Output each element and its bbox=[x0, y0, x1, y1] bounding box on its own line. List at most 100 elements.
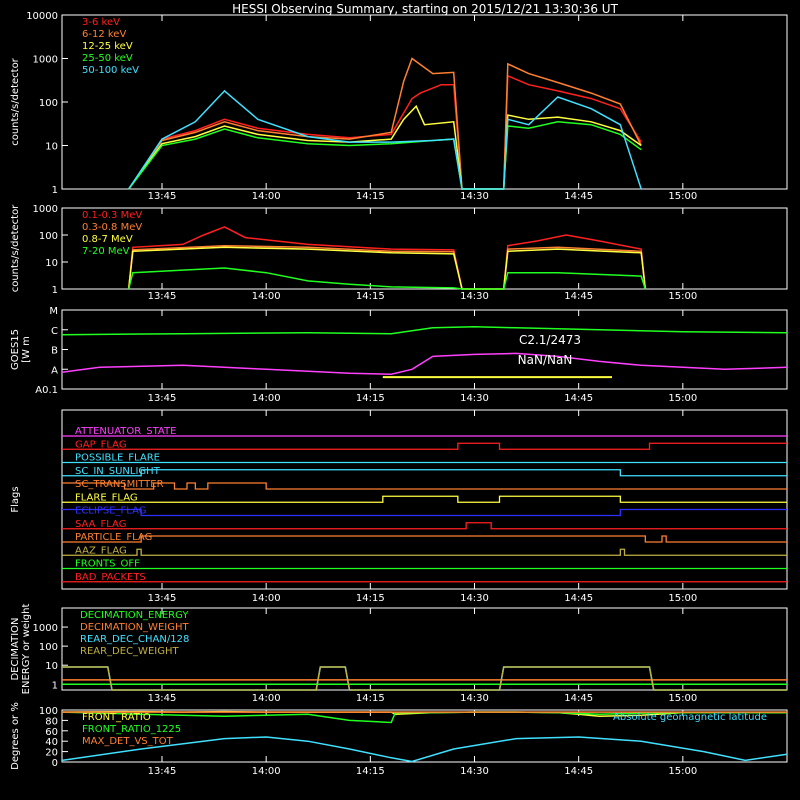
x-tick-label-p1-2: 14:15 bbox=[356, 191, 385, 202]
x-tick-label-p5-1: 14:00 bbox=[252, 693, 281, 704]
series-line-p1-4 bbox=[128, 89, 642, 190]
x-tick-label-p2-2: 14:15 bbox=[356, 291, 385, 302]
series-line-p1-1 bbox=[128, 57, 642, 190]
y-tick-label-p1-4: 10000 bbox=[26, 11, 58, 22]
x-tick-label-p5-4: 14:45 bbox=[564, 693, 593, 704]
y-tick-label-p1-3: 1000 bbox=[33, 55, 58, 66]
x-tick-label-p3-5: 15:00 bbox=[668, 393, 697, 404]
flag-line-3 bbox=[62, 469, 787, 477]
flag-label-0: ATTENUATOR_STATE bbox=[75, 426, 176, 437]
flag-line-9 bbox=[62, 548, 787, 556]
legend-p2-2: 0.8-7 MeV bbox=[82, 234, 133, 245]
series-line-p2-0 bbox=[127, 226, 647, 290]
x-tick-label-p4-5: 15:00 bbox=[668, 593, 697, 604]
y-tick-label-p2-2: 100 bbox=[39, 231, 58, 242]
y-tick-label-p2-1: 10 bbox=[45, 258, 58, 269]
y-axis-label-p4: Flags bbox=[10, 486, 21, 512]
x-tick-label-p5-2: 14:15 bbox=[356, 693, 385, 704]
legend-p2-0: 0.1-0.3 MeV bbox=[82, 210, 142, 221]
y-axis-label2-p5: ENERGY or weight bbox=[21, 604, 32, 695]
series-line-p6-3 bbox=[61, 736, 788, 763]
legend-p2-1: 0.3-0.8 MeV bbox=[82, 222, 142, 233]
x-tick-label-p6-3: 14:30 bbox=[460, 766, 489, 777]
panel-frame-p1 bbox=[61, 14, 788, 190]
x-tick-label-p2-1: 14:00 bbox=[252, 291, 281, 302]
x-tick-label-p3-0: 13:45 bbox=[148, 393, 177, 404]
y-axis-label-p5: DECIMATION bbox=[10, 617, 21, 680]
x-tick-label-p4-0: 13:45 bbox=[148, 593, 177, 604]
legend-p1-4: 50-100 keV bbox=[82, 65, 139, 76]
series-line-p5-2 bbox=[62, 666, 787, 691]
y-tick-label-p6-3: 60 bbox=[45, 727, 58, 738]
flag-line-5 bbox=[62, 495, 787, 503]
series-line-p6-1 bbox=[61, 711, 787, 724]
legend-p6-2: MAX_DET_VS_TOT bbox=[82, 736, 174, 747]
goes-annotation-class: C2.1/2473 bbox=[519, 333, 581, 347]
x-tick-label-p4-4: 14:45 bbox=[564, 593, 593, 604]
chart-title: HESSI Observing Summary, starting on 201… bbox=[232, 2, 618, 16]
x-tick-label-p5-5: 15:00 bbox=[668, 693, 697, 704]
x-tick-label-p4-2: 14:15 bbox=[356, 593, 385, 604]
x-tick-label-p1-0: 13:45 bbox=[148, 191, 177, 202]
series-line-p2-3 bbox=[127, 267, 647, 290]
x-tick-label-p3-2: 14:15 bbox=[356, 393, 385, 404]
x-tick-label-p5-3: 14:30 bbox=[460, 693, 489, 704]
x-tick-label-p2-0: 13:45 bbox=[148, 291, 177, 302]
series-line-p1-3 bbox=[128, 121, 642, 190]
y-tick-label-p1-2: 100 bbox=[39, 98, 58, 109]
flag-label-9: AAZ_FLAG bbox=[75, 545, 127, 556]
x-tick-label-p3-4: 14:45 bbox=[564, 393, 593, 404]
y-tick-label-p3-3: C bbox=[51, 326, 58, 337]
x-tick-label-p2-5: 15:00 bbox=[668, 291, 697, 302]
y-tick-label-p3-4: M bbox=[49, 306, 58, 317]
y-axis-label-p3: GOES15 bbox=[10, 329, 21, 370]
x-tick-label-p1-4: 14:45 bbox=[564, 191, 593, 202]
legend-p5-3: REAR_DEC_WEIGHT bbox=[80, 646, 179, 657]
flag-line-4 bbox=[62, 482, 787, 490]
y-tick-label-p6-5: 100 bbox=[39, 706, 58, 717]
flag-label-7: SAA_FLAG bbox=[75, 519, 126, 530]
flag-label-5: FLARE_FLAG bbox=[75, 492, 138, 503]
x-tick-label-p6-5: 15:00 bbox=[668, 766, 697, 777]
series-line-p5-3 bbox=[62, 666, 787, 691]
x-tick-label-p3-1: 14:00 bbox=[252, 393, 281, 404]
y-tick-label-p1-1: 10 bbox=[45, 142, 58, 153]
series-line-p2-2 bbox=[127, 246, 647, 290]
legend-p6-1: FRONT_RATIO_1225 bbox=[82, 724, 181, 735]
goes-annotation-ratio: NaN/NaN bbox=[518, 353, 573, 367]
x-tick-label-p2-4: 14:45 bbox=[564, 291, 593, 302]
x-tick-label-p6-1: 14:00 bbox=[252, 766, 281, 777]
legend-p5-0: DECIMATION_ENERGY bbox=[80, 610, 189, 621]
panel-frame-p4 bbox=[61, 409, 788, 590]
x-tick-label-p6-2: 14:15 bbox=[356, 766, 385, 777]
series-line-p3-0 bbox=[61, 326, 788, 336]
panel-frame-p6 bbox=[61, 709, 788, 763]
legend-p1-3: 25-50 keV bbox=[82, 53, 133, 64]
x-tick-label-p1-1: 14:00 bbox=[252, 191, 281, 202]
legend-p1-0: 3-6 keV bbox=[82, 17, 120, 28]
y-tick-label-p3-2: B bbox=[51, 346, 58, 357]
x-tick-label-p4-1: 14:00 bbox=[252, 593, 281, 604]
legend-p5-2: REAR_DEC_CHAN/128 bbox=[80, 634, 189, 645]
y-tick-label-p5-3: 1000 bbox=[33, 623, 58, 634]
x-tick-label-p2-3: 14:30 bbox=[460, 291, 489, 302]
x-tick-label-p6-4: 14:45 bbox=[564, 766, 593, 777]
flag-line-1 bbox=[62, 442, 787, 450]
y-tick-label-p6-0: 0 bbox=[52, 758, 58, 769]
x-tick-label-p3-3: 14:30 bbox=[460, 393, 489, 404]
y-tick-label-p2-0: 1 bbox=[52, 285, 58, 296]
x-tick-label-p1-5: 15:00 bbox=[668, 191, 697, 202]
x-tick-label-p5-0: 13:45 bbox=[148, 693, 177, 704]
panel-frame-p2 bbox=[61, 207, 788, 290]
flag-label-10: FRONTS_OFF bbox=[75, 559, 140, 570]
y-tick-label-p6-2: 40 bbox=[45, 737, 58, 748]
legend-p5-1: DECIMATION_WEIGHT bbox=[80, 622, 189, 633]
y-tick-label-p1-0: 1 bbox=[52, 185, 58, 196]
geomag-latitude-label: Absolute geomagnetic latitude bbox=[613, 712, 767, 723]
x-tick-label-p4-3: 14:30 bbox=[460, 593, 489, 604]
flag-label-4: SC_TRANSMITTER bbox=[75, 479, 164, 490]
series-line-p1-0 bbox=[128, 74, 642, 190]
y-tick-label-p3-1: A bbox=[51, 365, 58, 376]
flag-line-8 bbox=[62, 535, 787, 543]
legend-p1-1: 6-12 keV bbox=[82, 29, 126, 40]
